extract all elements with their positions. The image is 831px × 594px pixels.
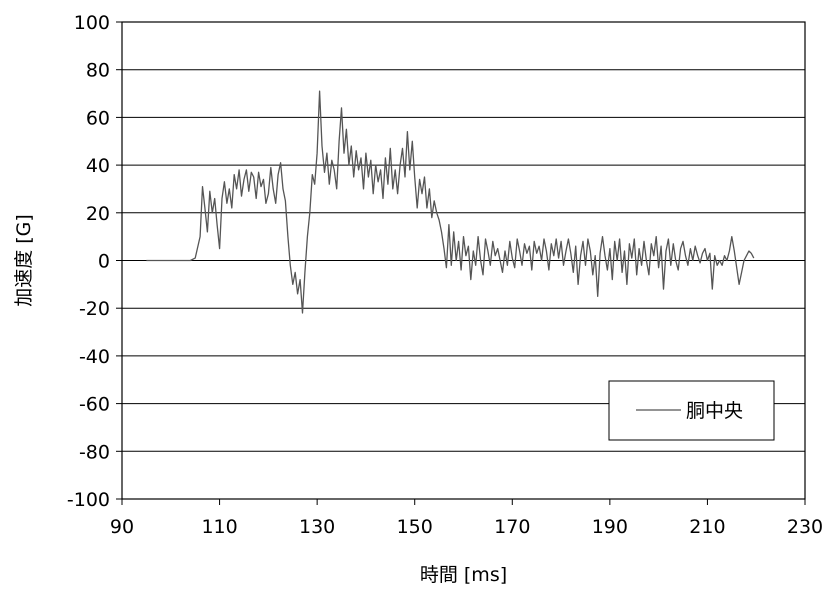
y-tick-label-0: 100	[74, 12, 110, 34]
x-tick-label-4: 170	[494, 516, 530, 538]
y-tick-label-4: 20	[86, 203, 110, 225]
y-axis-title: 加速度 [G]	[13, 214, 35, 307]
x-tick-label-2: 130	[299, 516, 335, 538]
y-tick-label-8: -60	[79, 394, 110, 416]
legend-label: 胴中央	[686, 400, 743, 422]
y-tick-label-6: -20	[79, 298, 110, 320]
x-tick-label-6: 210	[689, 516, 725, 538]
x-tick-label-5: 190	[592, 516, 628, 538]
x-tick-label-3: 150	[397, 516, 433, 538]
x-axis-ticks: 90 110 130 150 170 190 210 230	[110, 499, 823, 538]
legend: 胴中央	[608, 380, 775, 441]
x-tick-label-1: 110	[201, 516, 237, 538]
y-tick-label-5: 0	[98, 251, 110, 273]
y-tick-label-9: -80	[79, 441, 110, 463]
y-tick-label-7: -40	[79, 346, 110, 368]
y-tick-label-2: 60	[86, 107, 110, 129]
series-line-0	[146, 90, 755, 314]
x-axis-title: 時間 [ms]	[420, 564, 507, 586]
x-tick-label-7: 230	[787, 516, 823, 538]
y-tick-label-10: -100	[67, 489, 110, 511]
series-layer	[146, 90, 755, 314]
y-axis-ticks: 100 80 60 40 20 0 -20 -40 -60 -80 -100	[67, 12, 122, 511]
x-tick-label-0: 90	[110, 516, 134, 538]
y-tick-label-3: 40	[86, 155, 110, 177]
y-tick-label-1: 80	[86, 60, 110, 82]
gridlines	[122, 69, 805, 452]
